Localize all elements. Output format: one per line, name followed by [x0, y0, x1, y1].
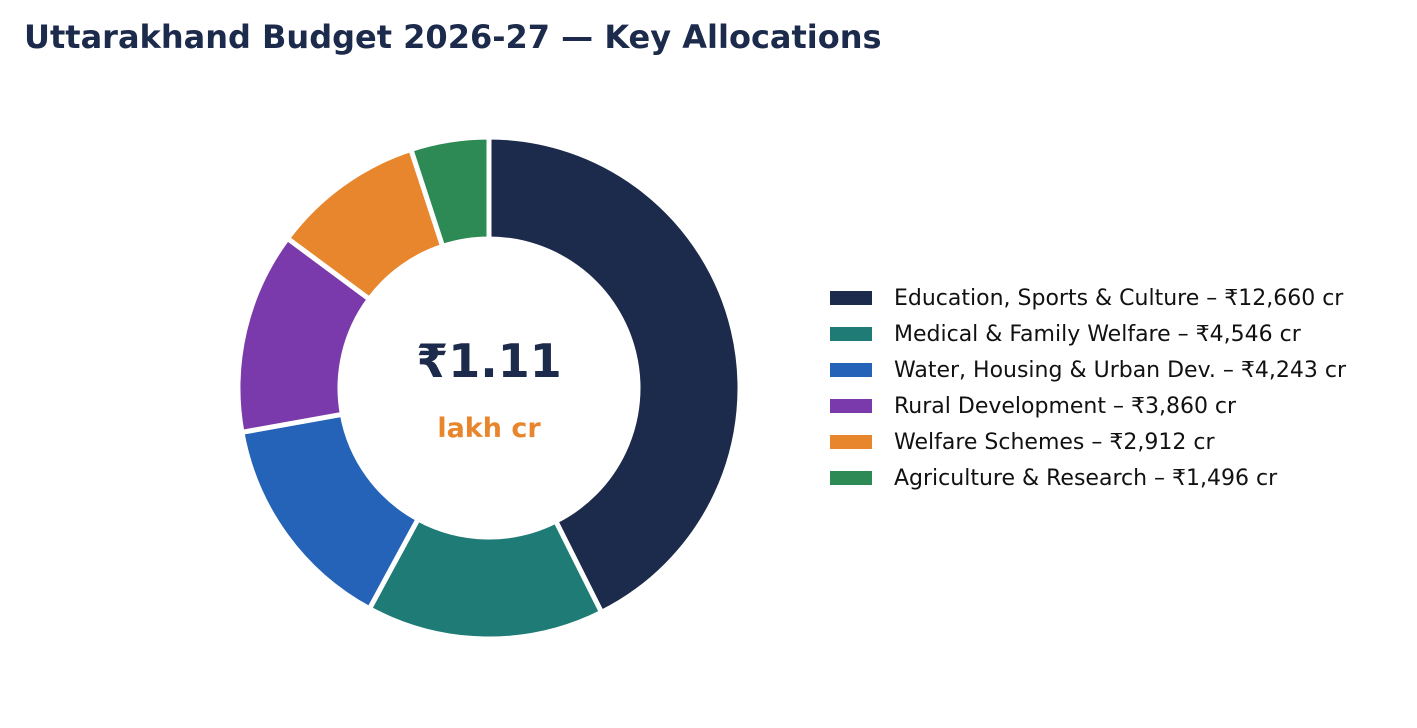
legend-label: Agriculture & Research – ₹1,496 cr [894, 465, 1278, 491]
legend-label: Welfare Schemes – ₹2,912 cr [894, 429, 1215, 455]
chart-title: Uttarakhand Budget 2026-27 — Key Allocat… [24, 18, 882, 56]
legend-item: Education, Sports & Culture – ₹12,660 cr [830, 280, 1346, 316]
center-total-unit: lakh cr [437, 413, 541, 444]
legend-label: Education, Sports & Culture – ₹12,660 cr [894, 285, 1344, 311]
legend-label: Rural Development – ₹3,860 cr [894, 393, 1237, 419]
legend-item: Agriculture & Research – ₹1,496 cr [830, 460, 1346, 496]
legend-item: Medical & Family Welfare – ₹4,546 cr [830, 316, 1346, 352]
legend-swatch [830, 363, 872, 377]
legend-item: Rural Development – ₹3,860 cr [830, 388, 1346, 424]
legend-swatch [830, 327, 872, 341]
donut-slice-6 [407, 134, 492, 250]
legend-item: Welfare Schemes – ₹2,912 cr [830, 424, 1346, 460]
legend-swatch [830, 291, 872, 305]
center-total-value: ₹1.11 [416, 334, 562, 388]
legend-label: Medical & Family Welfare – ₹4,546 cr [894, 321, 1301, 347]
legend-item: Water, Housing & Urban Dev. – ₹4,243 cr [830, 352, 1346, 388]
legend-swatch [830, 471, 872, 485]
legend-swatch [830, 435, 872, 449]
legend: Education, Sports & Culture – ₹12,660 cr… [830, 280, 1346, 496]
donut-slices [235, 134, 743, 642]
donut-slice-1 [486, 134, 743, 616]
legend-swatch [830, 399, 872, 413]
legend-label: Water, Housing & Urban Dev. – ₹4,243 cr [894, 357, 1346, 383]
